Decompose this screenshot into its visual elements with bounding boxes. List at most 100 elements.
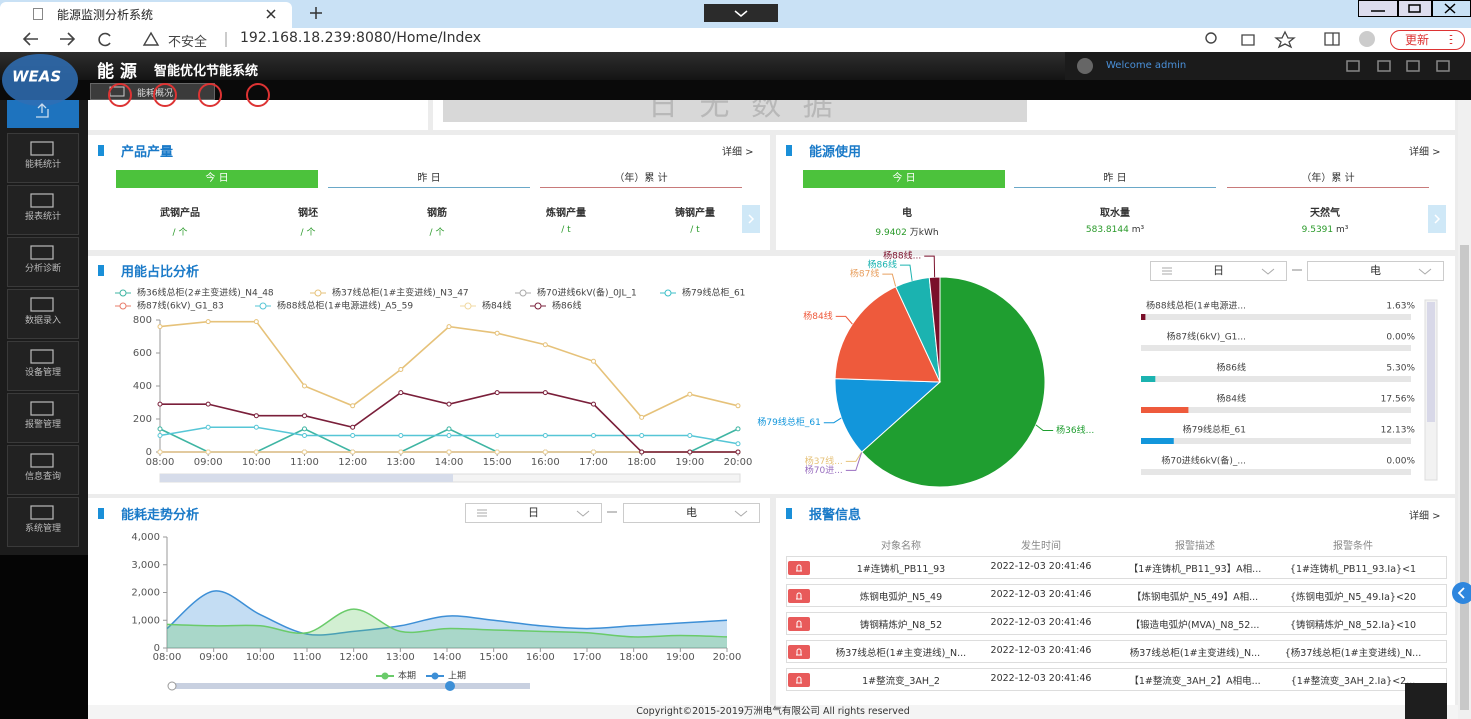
item-name: 铸钢产量 (645, 204, 745, 219)
detail-link[interactable]: 详细 > (1409, 143, 1441, 158)
alarm-icon (788, 561, 810, 575)
detail-link[interactable]: 详细 > (722, 143, 754, 158)
alarm-cell: 【1#连铸机_PB11_93】A相... (1115, 561, 1275, 575)
alarm-cell: 炼钢电弧炉_N5_49 (821, 589, 981, 603)
alarm-cell: 2022-12-03 20:41:46 (961, 617, 1121, 628)
alarm-cell: {1#连铸机_PB11_93.Ia}<1 (1273, 561, 1433, 575)
sidebar-item[interactable] (7, 497, 79, 547)
alarm-cell: 2022-12-03 20:41:46 (961, 561, 1121, 572)
app-title: 能 源 (97, 57, 137, 82)
sidebar-item[interactable] (7, 445, 79, 495)
alarm-cell: 2022-12-03 20:41:46 (961, 645, 1121, 656)
item-name: 武钢产品 (130, 204, 230, 219)
alarm-cell: 【炼钢电弧炉_N5_49】A相... (1115, 589, 1275, 603)
item-value: / 个 (387, 225, 487, 238)
tab-title: 能源监测分析系统 (57, 6, 153, 23)
welcome: Welcome admin (1106, 60, 1186, 71)
home-button[interactable] (7, 100, 79, 128)
window-button[interactable] (1432, 0, 1471, 17)
column-header: 报警描述 (1135, 537, 1255, 552)
period-tab[interactable]: 今 日 (116, 170, 318, 188)
item-name: 取水量 (1055, 204, 1175, 219)
chat-widget[interactable] (1405, 683, 1447, 719)
unit: 万kWh (910, 228, 939, 238)
next-button[interactable] (742, 205, 760, 233)
alarm-cell: 1#连铸机_PB11_93 (821, 561, 981, 575)
page-tab-label: 能耗概况 (137, 86, 173, 99)
alarm-icon (788, 645, 810, 659)
next-button[interactable] (1428, 205, 1446, 233)
column-header: 报警条件 (1293, 537, 1413, 552)
value: 583.8144 (1086, 225, 1129, 235)
sidebar-item[interactable] (7, 185, 79, 235)
alarm-icon (788, 589, 810, 603)
dropdown[interactable]: 日 (465, 503, 602, 523)
update-button[interactable]: 更新 (1390, 30, 1465, 50)
sidebar-label: 报表统计 (21, 212, 65, 223)
item-value: / t (516, 225, 616, 235)
security-label: 不安全 (168, 31, 207, 50)
value: 9.5391 (1302, 225, 1334, 235)
alarm-cell: 杨37线总柜(1#主变进线)_N... (1115, 645, 1275, 659)
scroll-thumb[interactable] (1460, 245, 1469, 710)
dropdown[interactable]: 日 (1150, 261, 1287, 281)
alarm-cell: 【1#整流变_3AH_2】A相电... (1115, 673, 1275, 687)
url[interactable]: 192.168.18.239:8080/Home/Index (240, 30, 481, 46)
item-name: 炼钢产量 (516, 204, 616, 219)
unit: m³ (1336, 225, 1348, 235)
period-tab[interactable]: （年）累 计 (1227, 170, 1429, 188)
panel-title: 产品产量 (121, 141, 173, 160)
sidebar-label: 分析诊断 (21, 264, 65, 275)
panel-title: 用能占比分析 (121, 261, 199, 280)
item-value: / 个 (130, 225, 230, 238)
alarm-cell: {炼钢电弧炉_N5_49.Ia}<20 (1273, 589, 1433, 603)
sidebar-label: 能耗统计 (21, 160, 65, 171)
alarm-icon (788, 617, 810, 631)
panel (88, 498, 770, 705)
sidebar-item[interactable] (7, 341, 79, 391)
item-value: / 个 (258, 225, 358, 238)
sidebar-item[interactable] (7, 133, 79, 183)
detail-link[interactable]: 详细 > (1409, 507, 1441, 522)
item-value: 583.8144 m³ (1055, 225, 1175, 235)
alarm-cell: {杨37线总柜(1#主变进线)_N... (1273, 645, 1433, 659)
period-tab[interactable]: （年）累 计 (540, 170, 742, 188)
alarm-cell: 2022-12-03 20:41:46 (961, 673, 1121, 684)
value: 9.9402 (875, 228, 907, 238)
app-subtitle: 智能优化节能系统 (154, 60, 258, 79)
alarm-cell: 2022-12-03 20:41:46 (961, 589, 1121, 600)
alarm-cell: 铸钢精炼炉_N8_52 (821, 617, 981, 631)
unit: m³ (1132, 225, 1144, 235)
alarm-icon (788, 673, 810, 687)
window-button[interactable] (1358, 0, 1398, 17)
empty-box: 日 无 数 据 (443, 100, 1027, 122)
sidebar-label: 设备管理 (21, 368, 65, 379)
period-tab[interactable]: 昨 日 (328, 170, 530, 188)
item-name: 钢筋 (387, 204, 487, 219)
tab-strip (0, 80, 1471, 100)
period-tab[interactable]: 昨 日 (1014, 170, 1216, 188)
tab-search-button[interactable] (704, 4, 778, 22)
dropdown[interactable]: 电 (623, 503, 760, 523)
column-header: 发生时间 (981, 537, 1101, 552)
favicon (33, 8, 43, 20)
window-button[interactable] (1398, 0, 1432, 17)
alarm-cell: {铸钢精炼炉_N8_52.Ia}<10 (1273, 617, 1433, 631)
item-value: 9.5391 m³ (1265, 225, 1385, 235)
item-name: 电 (847, 204, 967, 219)
sidebar-label: 数据录入 (21, 316, 65, 327)
alarm-cell: 1#整流变_3AH_2 (821, 673, 981, 687)
alarm-cell: 【锻造电弧炉(MVA)_N8_52... (1115, 617, 1275, 631)
sidebar-label: 系统管理 (21, 524, 65, 535)
footer: Copyright©2015-2019万洲电气有限公司 All rights r… (88, 705, 1458, 719)
sidebar-item[interactable] (7, 237, 79, 287)
sidebar-item[interactable] (7, 289, 79, 339)
period-tab[interactable]: 今 日 (803, 170, 1005, 188)
empty-text: 日 无 数 据 (648, 100, 839, 122)
panel-title: 能耗走势分析 (121, 504, 199, 523)
panel-title: 报警信息 (809, 504, 861, 523)
dropdown[interactable]: 电 (1307, 261, 1444, 281)
sidebar-item[interactable] (7, 393, 79, 443)
alarm-cell: 杨37线总柜(1#主变进线)_N... (821, 645, 981, 659)
